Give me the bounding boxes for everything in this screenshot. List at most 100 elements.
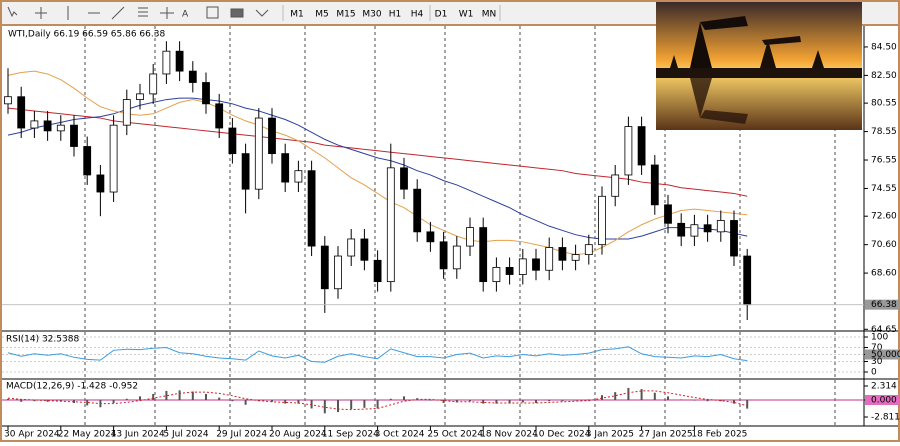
toolbar-icons: A bbox=[7, 6, 269, 20]
candle-body bbox=[598, 195, 606, 246]
timeframe-button[interactable]: H1 bbox=[389, 10, 402, 20]
timeframe-button[interactable]: H4 bbox=[411, 10, 424, 20]
x-tick-label: 18 Nov 2024 bbox=[480, 430, 538, 440]
macd-bar bbox=[125, 398, 128, 400]
x-tick-label: 3 Jan 2025 bbox=[586, 430, 634, 440]
macd-bar bbox=[535, 399, 537, 404]
y-tick-label: 72.60 bbox=[871, 212, 897, 222]
macd-bar bbox=[59, 399, 62, 402]
macd-bar bbox=[33, 399, 36, 402]
candle-body bbox=[56, 124, 65, 132]
macd-bar bbox=[693, 399, 696, 401]
label-icon[interactable] bbox=[206, 6, 219, 19]
macd-bar bbox=[218, 397, 221, 400]
macd-bar bbox=[733, 399, 735, 404]
macd-bar bbox=[86, 399, 89, 406]
candle-body bbox=[122, 99, 131, 126]
macd-bar bbox=[521, 399, 524, 403]
candle-body bbox=[109, 124, 118, 193]
y-tick-label: 100 bbox=[871, 333, 888, 343]
candle-body bbox=[188, 70, 197, 83]
candle-body bbox=[70, 124, 78, 147]
candle-body bbox=[96, 174, 105, 193]
macd-bar bbox=[337, 399, 339, 413]
trendline-icon[interactable] bbox=[111, 6, 125, 20]
candle-body bbox=[439, 241, 448, 270]
candle-body bbox=[30, 120, 39, 129]
macd-bar bbox=[614, 392, 617, 400]
candle-body bbox=[241, 153, 250, 190]
y-tick-label: -2.811 bbox=[871, 412, 900, 422]
macd-bar bbox=[20, 399, 23, 402]
moving-average bbox=[7, 97, 748, 240]
x-tick-label: 27 Jan 2025 bbox=[639, 430, 693, 440]
arrow-icon[interactable] bbox=[255, 9, 269, 17]
macd-bar bbox=[323, 399, 326, 414]
timeframe-button[interactable]: D1 bbox=[435, 10, 448, 20]
candle-body bbox=[215, 103, 224, 129]
oil-image bbox=[656, 2, 862, 130]
macd-bar bbox=[495, 399, 498, 404]
crosshair-icon[interactable] bbox=[35, 7, 47, 19]
macd-bar bbox=[284, 399, 287, 404]
y-tick-label: 0 bbox=[871, 368, 877, 378]
y-tick-label: 76.55 bbox=[871, 156, 897, 166]
last-price-bg bbox=[865, 299, 899, 310]
macd-bar bbox=[482, 399, 485, 404]
timeframe-button[interactable]: MN bbox=[482, 10, 497, 20]
timeframe-button[interactable]: M5 bbox=[315, 10, 329, 20]
timeframe-button[interactable]: M15 bbox=[336, 10, 355, 20]
candle-body bbox=[479, 227, 488, 283]
candle-body bbox=[386, 167, 395, 283]
macd-bar bbox=[403, 396, 405, 400]
timeframe-button[interactable]: W1 bbox=[459, 10, 474, 20]
rsi-title: RSI(14) 32.5388 bbox=[6, 335, 79, 345]
cursor-icon[interactable] bbox=[7, 6, 18, 18]
candle-body bbox=[413, 188, 422, 233]
candle-body bbox=[162, 50, 171, 75]
macd-bar bbox=[653, 392, 656, 400]
macd-title: MACD(12,26,9) -1.428 -0.952 bbox=[6, 382, 138, 392]
candle-body bbox=[136, 93, 144, 100]
image-horizon bbox=[656, 68, 862, 78]
timeframe-button[interactable]: M30 bbox=[362, 10, 381, 20]
candle-body bbox=[452, 245, 461, 270]
candle-body bbox=[281, 153, 290, 183]
candle-body bbox=[426, 231, 435, 243]
macd-bar bbox=[376, 399, 379, 409]
candle-body bbox=[466, 227, 474, 247]
macd-bar bbox=[139, 396, 141, 400]
zero-label-bg bbox=[865, 394, 899, 405]
macd-bar bbox=[667, 396, 669, 400]
macd-bar bbox=[389, 398, 392, 400]
text-icon[interactable]: A bbox=[182, 10, 189, 20]
shape-icon[interactable] bbox=[230, 8, 244, 18]
macd-bar bbox=[244, 399, 247, 405]
channel-icon[interactable] bbox=[160, 7, 174, 19]
candle-body bbox=[505, 267, 514, 275]
macd-bar bbox=[310, 399, 313, 409]
macd-bar bbox=[178, 390, 181, 400]
macd-bar bbox=[746, 399, 749, 409]
macd-signal bbox=[7, 390, 748, 411]
candle-body bbox=[268, 117, 276, 155]
macd-bar bbox=[46, 399, 49, 402]
rsi-line bbox=[7, 346, 748, 363]
candle-body bbox=[83, 146, 92, 176]
candle-body bbox=[373, 259, 382, 283]
macd-bar bbox=[640, 389, 643, 400]
candle-body bbox=[730, 220, 738, 257]
candle-body bbox=[664, 204, 672, 224]
fibo-icon[interactable] bbox=[138, 7, 148, 17]
y-tick-label: 30 bbox=[871, 357, 883, 367]
macd-bar bbox=[706, 399, 709, 402]
timeframe-button[interactable]: M1 bbox=[290, 10, 304, 20]
candle-body bbox=[400, 167, 408, 190]
candle-body bbox=[584, 244, 593, 256]
candle-body bbox=[347, 238, 356, 257]
candle-body bbox=[558, 247, 567, 261]
candle-body bbox=[320, 245, 329, 290]
candle-body bbox=[611, 174, 620, 197]
candle-body bbox=[202, 82, 210, 105]
macd-bar bbox=[719, 399, 722, 402]
